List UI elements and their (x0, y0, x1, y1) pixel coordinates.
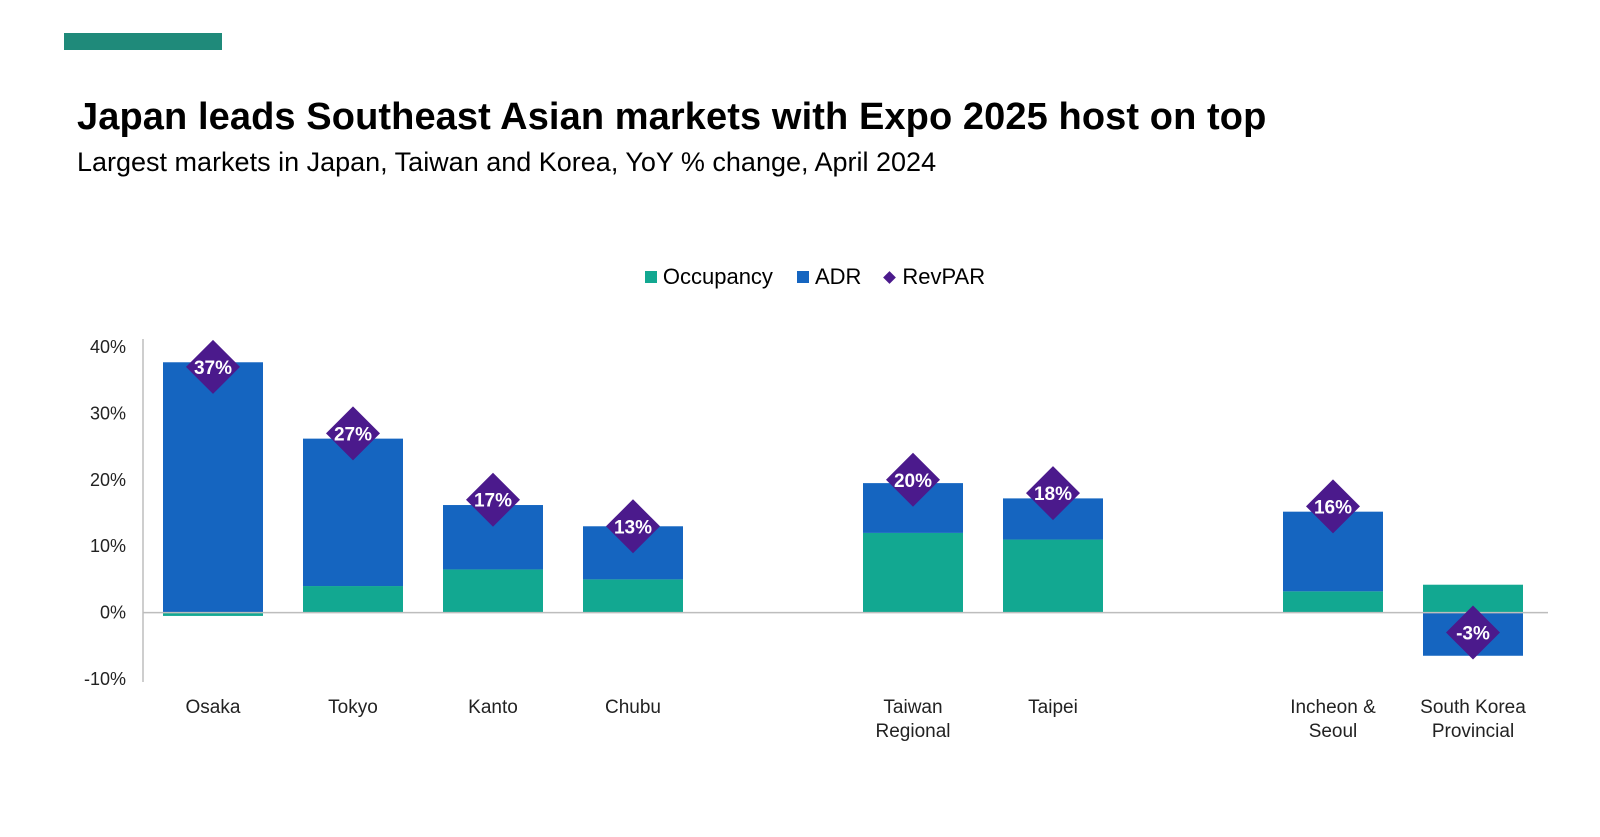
revpar-marker (886, 452, 940, 507)
revpar-data-label: 13% (614, 517, 652, 538)
x-tick-label: Kanto (468, 697, 518, 718)
revpar-data-label: 17% (474, 491, 512, 512)
revpar-data-label: 37% (194, 358, 232, 379)
x-tick-label: South Korea (1420, 697, 1526, 718)
legend-item-occupancy: Occupancy (644, 264, 773, 290)
bar-adr (303, 438, 403, 587)
legend-swatch-occupancy (644, 271, 657, 283)
bar-occupancy (443, 569, 543, 613)
bar-occupancy (303, 586, 403, 613)
x-tick-label: Taiwan (883, 697, 942, 718)
x-tick-label: Seoul (1309, 721, 1358, 742)
legend-label-occupancy: Occupancy (662, 264, 773, 289)
revpar-marker (1026, 466, 1080, 521)
x-tick-label: Incheon & (1290, 697, 1376, 718)
y-tick-label: 10% (90, 536, 126, 556)
revpar-marker (186, 339, 240, 394)
chart-subtitle: Largest markets in Japan, Taiwan and Kor… (77, 147, 937, 177)
legend-label-revpar: RevPAR (902, 264, 986, 289)
revpar-marker (606, 499, 660, 554)
revpar-data-label: 20% (894, 471, 932, 492)
bar-occupancy (1283, 591, 1383, 613)
accent-bar (64, 33, 222, 50)
legend-label-adr: ADR (814, 264, 862, 289)
bar-adr (163, 362, 263, 613)
x-tick-label: Chubu (605, 697, 661, 718)
x-tick-label: Regional (876, 721, 951, 742)
x-tick-label: Osaka (186, 697, 241, 718)
legend-swatch-adr (796, 271, 809, 283)
x-tick-label: Tokyo (328, 697, 378, 718)
revpar-marker (1306, 479, 1360, 534)
revpar-data-label: -3% (1456, 624, 1490, 645)
bar-occupancy (163, 612, 263, 616)
revpar-marker (1446, 605, 1500, 660)
chart-legend: Occupancy ADR RevPAR (0, 264, 1600, 290)
bar-occupancy (1003, 539, 1103, 613)
y-tick-label: 30% (90, 403, 126, 423)
y-tick-label: 0% (100, 603, 126, 623)
revpar-data-label: 27% (334, 424, 372, 445)
y-tick-label: 40% (90, 337, 126, 357)
y-tick-label: 20% (90, 470, 126, 490)
revpar-marker (326, 406, 380, 461)
y-tick-label: -10% (84, 669, 126, 689)
x-tick-label: Taipei (1028, 697, 1078, 718)
bar-occupancy (863, 532, 963, 613)
bar-occupancy (583, 579, 683, 613)
chart-title: Japan leads Southeast Asian markets with… (77, 96, 1267, 138)
revpar-marker (466, 472, 520, 527)
x-tick-label: Provincial (1432, 721, 1514, 742)
legend-item-revpar: RevPAR (883, 264, 986, 290)
revpar-data-label: 16% (1314, 497, 1352, 518)
legend-item-adr: ADR (796, 264, 862, 290)
revpar-data-label: 18% (1034, 484, 1072, 505)
